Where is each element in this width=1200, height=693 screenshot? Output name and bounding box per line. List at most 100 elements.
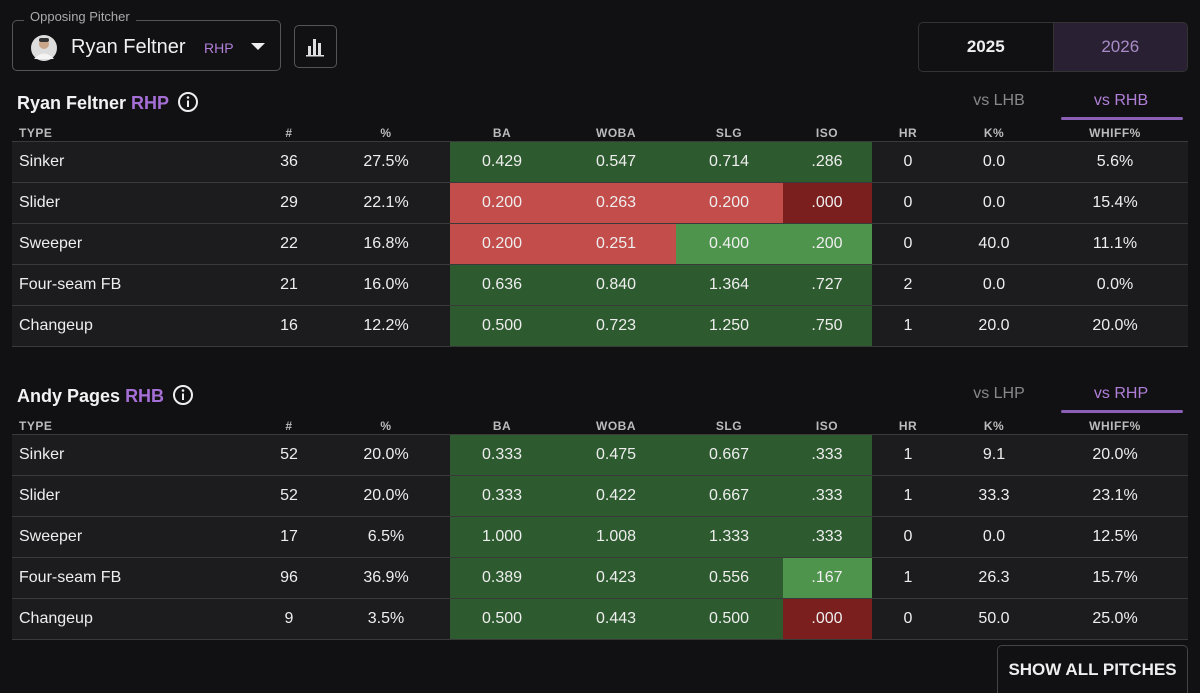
stat-cell: 0.423 (595, 569, 637, 586)
column-header: SLG (715, 419, 743, 433)
stat-cell: 0.475 (595, 446, 637, 463)
cell-shade (562, 306, 676, 346)
show-all-button[interactable]: SHOW ALL PITCHES (997, 645, 1188, 693)
stat-cell: 16.8% (363, 235, 409, 252)
stat-cell: 27.5% (363, 153, 409, 170)
column-header: K% (983, 419, 1005, 433)
cell-shade (450, 306, 562, 346)
year-option[interactable]: 2026 (1052, 23, 1187, 71)
cell-shade (676, 306, 783, 346)
cell-shade (783, 517, 872, 557)
year-option[interactable]: 2025 (966, 37, 1005, 56)
cell-shade (562, 599, 676, 639)
stat-cell: 0.556 (708, 569, 750, 586)
stat-cell: 0.500 (481, 317, 523, 334)
stat-cell: 25.0% (1092, 610, 1138, 627)
cell-shade (783, 599, 872, 639)
column-header: % (380, 419, 392, 433)
stat-cell: 0.667 (708, 487, 750, 504)
stat-cell: 0.389 (481, 569, 523, 586)
column-header: WHIFF% (1089, 126, 1141, 140)
header-rule (12, 141, 1188, 142)
cell-shade (562, 476, 676, 516)
stat-cell: 1.364 (708, 276, 750, 293)
pitcher-hand: RHP (204, 40, 234, 56)
stat-cell: 0.0 (982, 276, 1006, 293)
stat-cell: 0.200 (708, 194, 750, 211)
pitch-type: Sinker (19, 446, 65, 463)
cell-shade (450, 476, 562, 516)
cell-shade (676, 599, 783, 639)
info-icon[interactable] (177, 91, 199, 113)
stat-cell: .286 (811, 153, 843, 170)
cell-shade (562, 558, 676, 598)
stat-cell: 2 (903, 276, 913, 293)
split-tab[interactable]: vs LHB (973, 92, 1025, 109)
chart-button[interactable] (294, 25, 337, 68)
stat-cell: 22.1% (363, 194, 409, 211)
player-name: Andy Pages (17, 386, 121, 406)
column-header: % (380, 126, 392, 140)
stat-cell: .200 (811, 235, 843, 252)
split-tab[interactable]: vs RHB (1093, 92, 1149, 109)
stat-cell: 6.5% (367, 528, 405, 545)
stat-cell: 12.2% (363, 317, 409, 334)
cell-shade (783, 306, 872, 346)
stat-cell: .333 (811, 528, 843, 545)
cell-shade (783, 435, 872, 475)
stat-cell: 0.500 (708, 610, 750, 627)
column-header: WOBA (596, 126, 636, 140)
cell-shade (783, 183, 872, 223)
stat-cell: 17 (280, 528, 298, 545)
stat-cell: 20.0% (1092, 317, 1138, 334)
stat-cell: 52 (280, 487, 298, 504)
stat-cell: 22 (280, 235, 298, 252)
stat-cell: 16.0% (363, 276, 409, 293)
info-icon[interactable] (172, 384, 194, 406)
headshot (31, 35, 57, 61)
tab-underline (1061, 410, 1183, 413)
cell-shade (450, 599, 562, 639)
stat-cell: 0.333 (481, 446, 523, 463)
stat-cell: 1.250 (708, 317, 750, 334)
cell-shade (676, 476, 783, 516)
cell-shade (676, 517, 783, 557)
stat-cell: 0.723 (595, 317, 637, 334)
pitcher-select[interactable] (12, 20, 281, 71)
pitch-type: Sinker (19, 153, 65, 170)
stat-cell: 0 (903, 153, 913, 170)
cell-shade (783, 265, 872, 305)
pitch-type: Sweeper (19, 528, 83, 545)
select-label: Opposing Pitcher (24, 9, 136, 24)
stat-cell: 0.500 (481, 610, 523, 627)
pitch-type: Changeup (19, 317, 93, 334)
stat-cell: 0.840 (595, 276, 637, 293)
stat-cell: 11.1% (1092, 235, 1138, 252)
stat-cell: 40.0 (978, 235, 1010, 252)
stat-cell: 0 (903, 528, 913, 545)
split-tab[interactable]: vs RHP (1093, 385, 1149, 402)
column-header: HR (898, 419, 918, 433)
cell-shade (562, 142, 676, 182)
cell-shade (450, 435, 562, 475)
cell-shade (450, 517, 562, 557)
table-title: Ryan Feltner RHP (17, 91, 199, 114)
cell-shade (450, 142, 562, 182)
cell-shade (783, 224, 872, 264)
column-header: WHIFF% (1089, 419, 1141, 433)
stat-cell: 0.251 (595, 235, 637, 252)
stat-cell: 0.714 (708, 153, 750, 170)
dropdown-arrow (251, 43, 265, 50)
stat-cell: .333 (811, 446, 843, 463)
stat-cell: 5.6% (1096, 153, 1134, 170)
cell-shade (562, 183, 676, 223)
stat-cell: 1 (903, 569, 913, 586)
stat-cell: 1 (903, 446, 913, 463)
split-tab[interactable]: vs LHP (973, 385, 1025, 402)
stat-cell: 0 (903, 235, 913, 252)
cell-shade (676, 265, 783, 305)
column-header: # (285, 126, 293, 140)
tab-underline (1061, 117, 1183, 120)
stat-cell: 9 (284, 610, 294, 627)
